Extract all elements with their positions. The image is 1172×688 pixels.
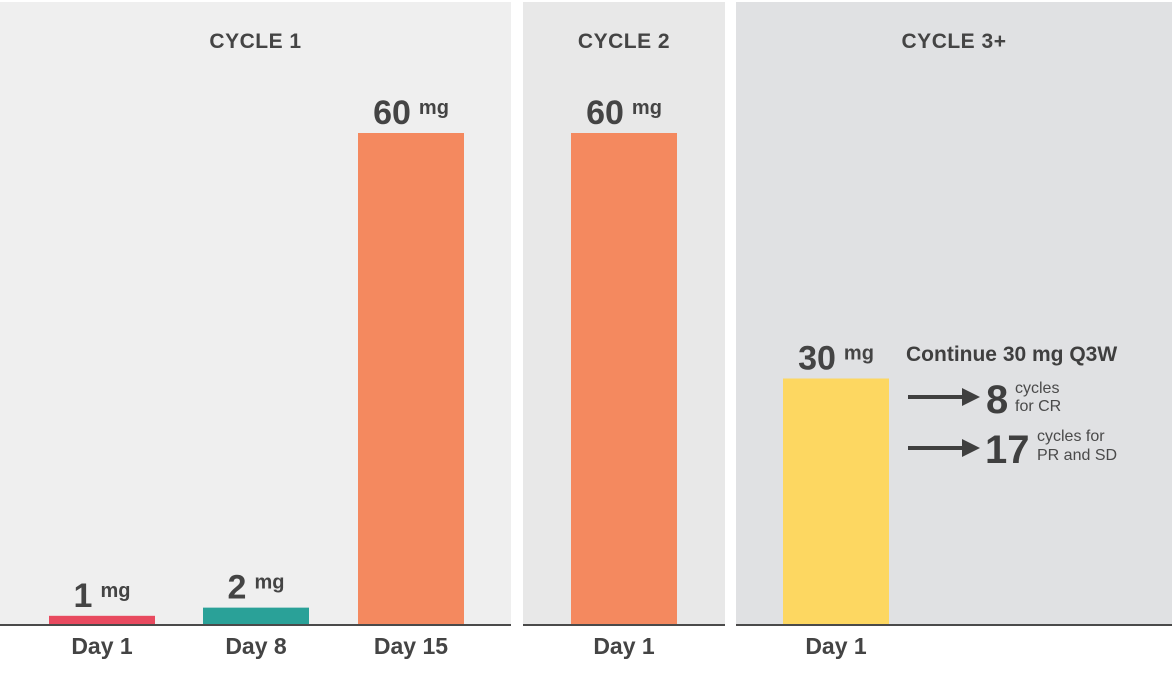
- category-label: Day 1: [593, 633, 655, 659]
- cycles-cr-line1: cycles: [1015, 380, 1060, 397]
- category-label: Day 1: [805, 633, 867, 659]
- category-label: Day 15: [374, 633, 448, 659]
- value-label: 60 mg: [586, 94, 662, 132]
- cycles-pr-sd-number: 17: [985, 428, 1030, 472]
- cycles-pr-sd-line1: cycles for: [1037, 428, 1105, 445]
- value-label: 30 mg: [798, 340, 874, 378]
- value-label: 2 mg: [228, 569, 285, 607]
- bar-cycle-3--day-1: [783, 378, 889, 624]
- bar-cycle-1-day-15: [358, 133, 464, 624]
- bar-cycle-1-day-8: [203, 607, 309, 624]
- value-label: 60 mg: [373, 94, 449, 132]
- bar-cycle-1-day-1: [49, 615, 155, 624]
- arrow-icon: [908, 388, 980, 406]
- value-label: 1 mg: [74, 577, 131, 615]
- panel-title-cycle-1: CYCLE 1: [209, 30, 302, 53]
- arrow-icon: [908, 439, 980, 457]
- panel-title-cycle-2: CYCLE 2: [577, 30, 671, 53]
- cycles-cr-number: 8: [986, 378, 1009, 422]
- category-label: Day 1: [71, 633, 133, 659]
- category-label: Day 8: [225, 633, 287, 659]
- bar-cycle-2-day-1: [571, 133, 677, 624]
- baseline-cycle-3: [736, 624, 1172, 626]
- baseline-cycle-1: [0, 624, 511, 626]
- cycles-pr-sd-line2: PR and SD: [1037, 447, 1118, 464]
- annotation-title: Continue 30 mg Q3W: [906, 343, 1118, 366]
- cycles-cr-line2: for CR: [1015, 398, 1062, 415]
- panel-title-cycle-3: CYCLE 3+: [901, 30, 1007, 53]
- baseline-cycle-2: [523, 624, 725, 626]
